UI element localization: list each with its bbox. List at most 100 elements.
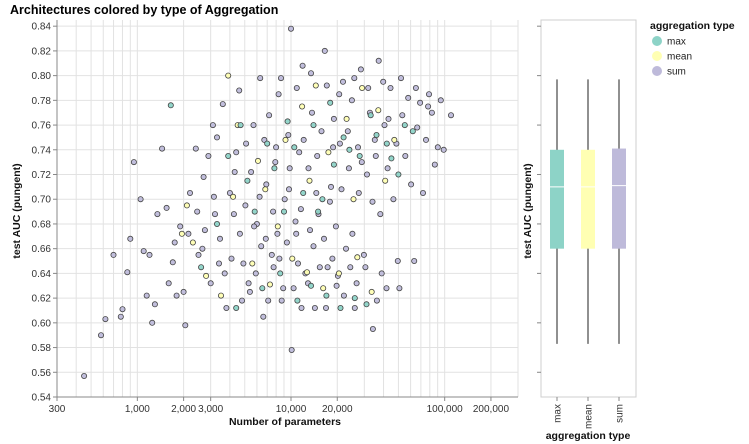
y-tick-label: 0.68 [32, 219, 52, 230]
scatter-point-sum [248, 168, 255, 175]
scatter-point-sum [419, 189, 426, 196]
scatter-point-sum [182, 322, 189, 329]
scatter-point-sum [428, 109, 435, 116]
scatter-point-sum [381, 122, 388, 129]
scatter-point-sum [354, 144, 361, 151]
scatter-point-sum [257, 75, 264, 82]
scatter-point-sum [286, 165, 293, 172]
x-tick-label: 3,000 [198, 404, 223, 415]
scatter-point-sum [422, 136, 429, 143]
scatter-point-sum [277, 75, 284, 82]
box-marks: max mean sum [550, 79, 626, 429]
scatter-point-sum [405, 94, 412, 101]
scatter-point-sum [339, 78, 346, 85]
scatter-point-sum [307, 70, 314, 77]
scatter-point-sum [151, 301, 158, 308]
scatter-point-sum [369, 325, 376, 332]
y-tick-label: 0.62 [32, 294, 52, 305]
scatter-point-max [310, 122, 317, 129]
scatter-point-max [340, 134, 347, 141]
scatter-point-sum [250, 122, 257, 129]
scatter-point-sum [186, 189, 193, 196]
scatter-point-sum [417, 99, 424, 106]
scatter-point-sum [242, 202, 249, 209]
y-tick-label: 0.70 [32, 195, 52, 206]
scatter-point-sum [327, 183, 334, 190]
scatter-point-sum [377, 211, 384, 218]
scatter-point-sum [378, 270, 385, 277]
box-x-axis-label: aggregation type [546, 430, 631, 442]
scatter-point-sum [440, 146, 447, 153]
scatter-point-max [346, 146, 353, 153]
scatter-point-sum [342, 245, 349, 252]
scatter-point-sum [313, 189, 320, 196]
scatter-point-sum [171, 239, 178, 246]
scatter-point-sum [173, 292, 180, 299]
scatter-point-sum [201, 227, 208, 234]
box-x-tick-label: max [553, 404, 564, 423]
scatter-point-sum [246, 288, 253, 295]
scatter-point-sum [228, 255, 235, 262]
scatter-point-sum [98, 332, 105, 339]
scatter-point-max [307, 282, 314, 289]
scatter-point-sum [293, 85, 300, 92]
scatter-point-sum [384, 165, 391, 172]
scatter-point-sum [273, 144, 280, 151]
scatter-point-sum [272, 159, 279, 166]
scatter-point-sum [320, 235, 327, 242]
scatter-point-sum [266, 112, 273, 119]
y-tick-label: 0.84 [32, 22, 52, 33]
scatter-point-max [327, 99, 334, 106]
scatter-point-sum [330, 144, 337, 151]
scatter-point-sum [245, 280, 252, 287]
scatter-point-sum [268, 251, 275, 258]
scatter-point-sum [159, 145, 166, 152]
legend-swatch-max [652, 36, 662, 46]
y-tick-label: 0.82 [32, 46, 52, 57]
scatter-point-sum [192, 145, 199, 152]
scatter-point-sum [236, 87, 243, 94]
scatter-point-sum [143, 292, 150, 299]
scatter-point-sum [314, 152, 321, 159]
scatter-point-sum [117, 313, 124, 320]
scatter-point-sum [137, 196, 144, 203]
scatter-point-max [383, 140, 390, 147]
x-tick-label: 20,000 [322, 404, 353, 415]
scatter-point-sum [260, 313, 267, 320]
scatter-point-sum [300, 136, 307, 143]
scatter-point-sum [329, 255, 336, 262]
scatter-point-sum [276, 255, 283, 262]
scatter-point-max [315, 208, 322, 215]
scatter-point-max [280, 208, 287, 215]
legend-label-max: max [667, 37, 686, 48]
y-tick-label: 0.78 [32, 96, 52, 107]
scatter-point-sum [124, 269, 131, 276]
scatter-point-sum [221, 270, 228, 277]
scatter-point-sum [146, 251, 153, 258]
scatter-point-max [351, 295, 358, 302]
scatter-point-sum [149, 319, 156, 326]
scatter-point-max [319, 196, 326, 203]
scatter-point-mean [225, 72, 232, 79]
scatter-point-sum [358, 159, 365, 166]
y-axis-label: test AUC (pungent) [11, 163, 23, 258]
scatter-point-mean [189, 239, 196, 246]
scatter-point-sum [414, 124, 421, 131]
scatter-point-sum [210, 193, 217, 200]
box-mean [581, 149, 595, 249]
scatter-point-sum [385, 115, 392, 122]
scatter-point-mean [354, 254, 361, 261]
scatter-point-sum [390, 196, 397, 203]
scatter-point-mean [274, 223, 281, 230]
scatter-point-max [237, 122, 244, 129]
scatter-point-sum [298, 304, 305, 311]
scatter-point-sum [243, 140, 250, 147]
legend-label-sum: sum [667, 67, 686, 78]
scatter-point-sum [213, 134, 220, 141]
scatter-point-mean [382, 177, 389, 184]
scatter-point-sum [238, 297, 245, 304]
scatter-point-max [198, 264, 205, 271]
scatter-point-sum [231, 168, 238, 175]
scatter-point-sum [130, 159, 137, 166]
scatter-point-max [294, 297, 301, 304]
